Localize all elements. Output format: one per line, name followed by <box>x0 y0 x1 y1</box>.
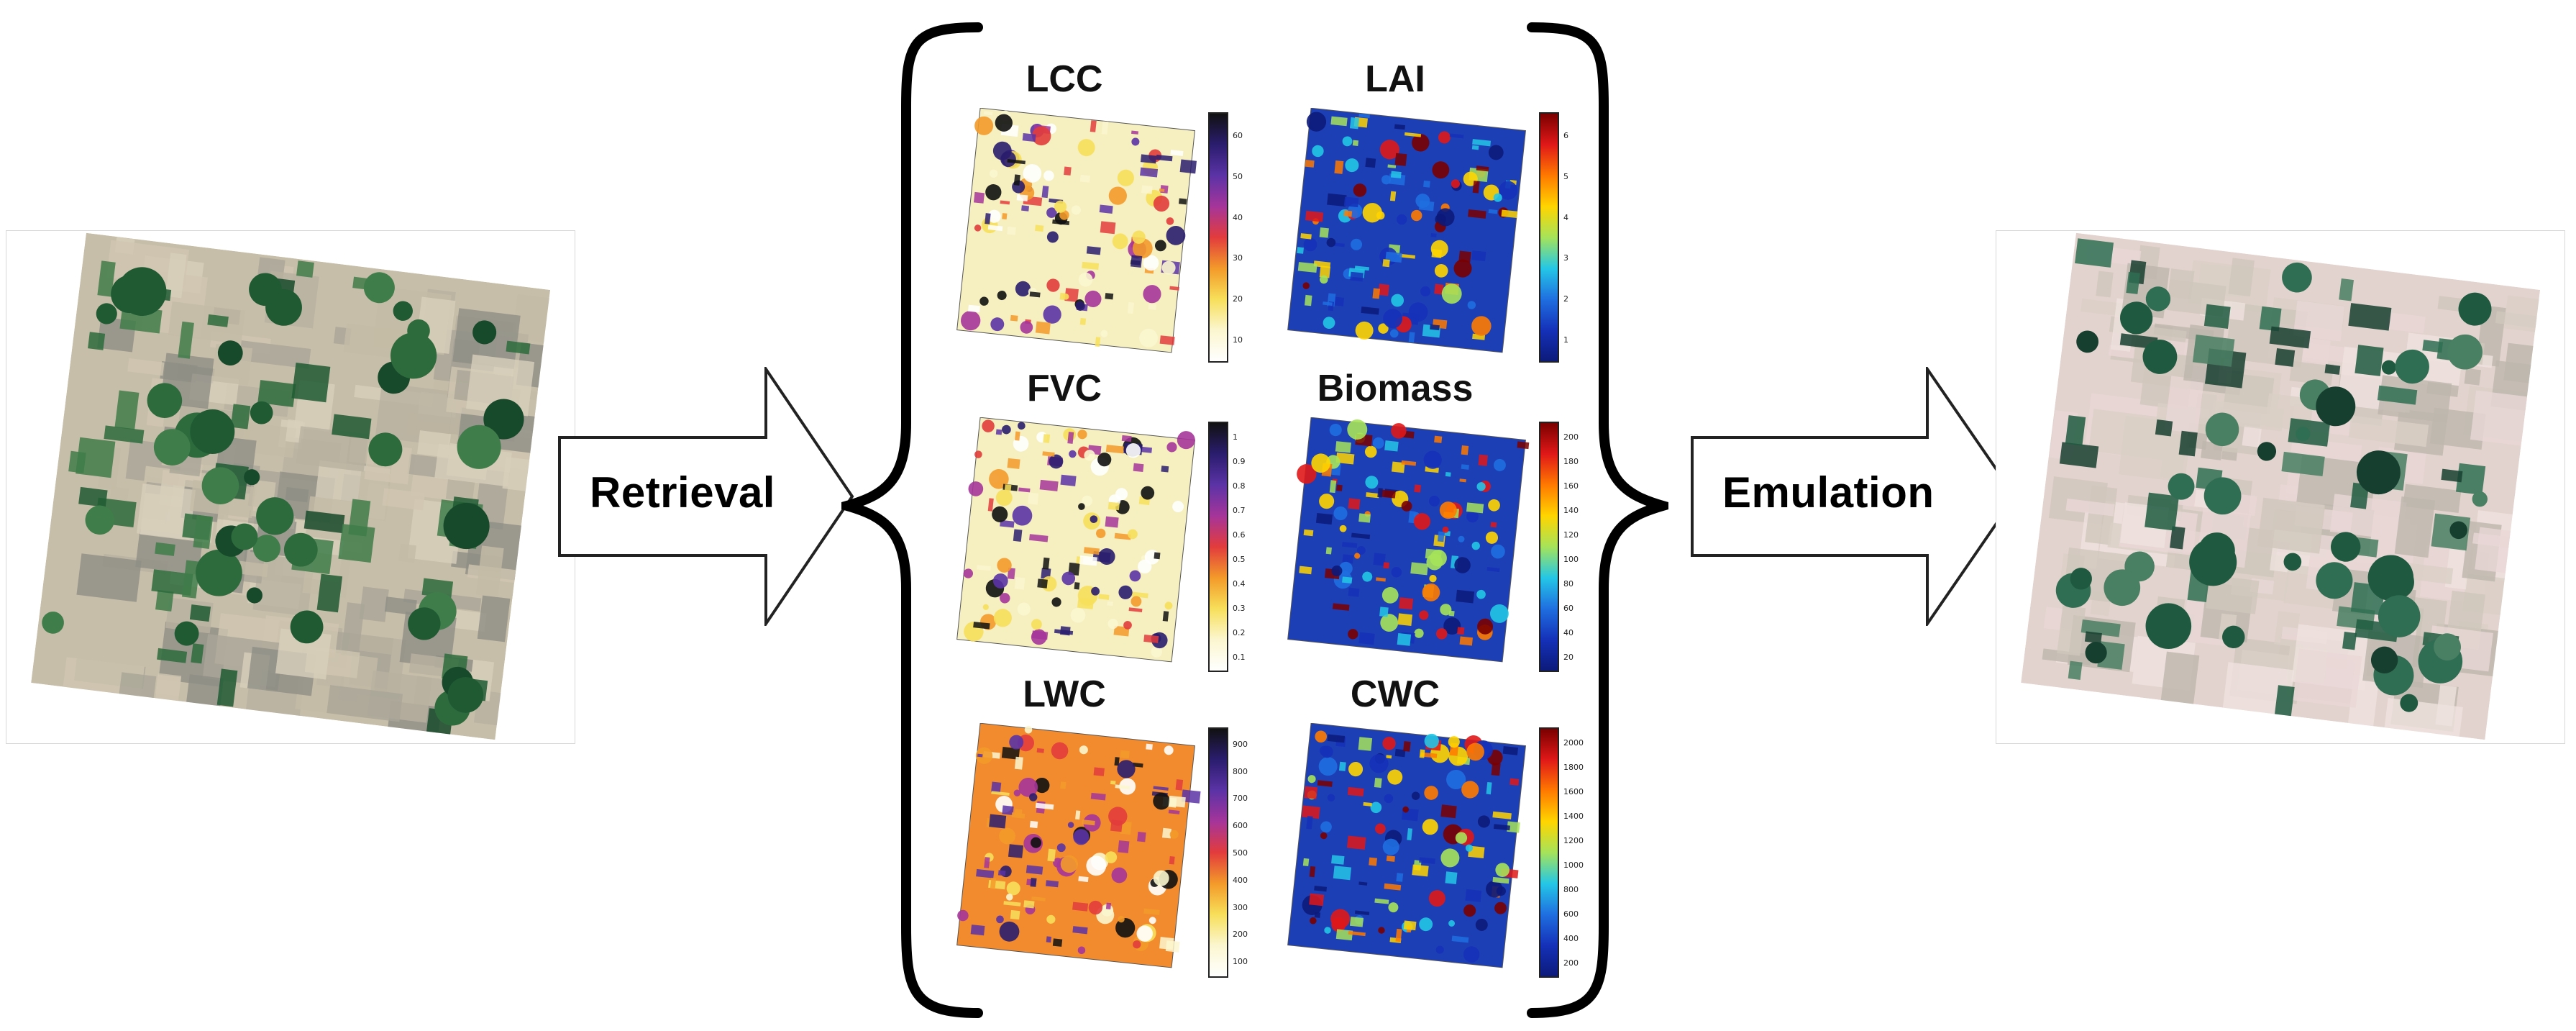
colorbar-tick-label: 600 <box>1233 821 1248 831</box>
colorbar-tick-label: 1400 <box>1563 812 1584 821</box>
colorbar-tick-label: 0.1 <box>1233 653 1246 662</box>
colorbar-tick-label: 160 <box>1563 481 1579 491</box>
colorbar-tick-label: 200 <box>1233 930 1248 940</box>
retrieval-label: Retrieval <box>590 468 775 517</box>
colorbar-tick-label: 0.4 <box>1233 579 1246 589</box>
panel-lcc: LCC 60 50 40 30 20 10 <box>935 58 1294 374</box>
colorbar-tick-label: 40 <box>1233 212 1243 222</box>
colorbar-tick-label: 20 <box>1563 653 1574 662</box>
colorbar-tick-label: 10 <box>1233 335 1243 345</box>
panel-map <box>956 417 1195 663</box>
colorbar-tick-label: 0.9 <box>1233 457 1246 466</box>
colorbar-tick-label: 1200 <box>1563 836 1584 845</box>
left-brace-icon <box>841 22 983 1018</box>
colorbar-tick-label: 0.2 <box>1233 628 1246 637</box>
colorbar <box>1539 727 1559 978</box>
panel-map <box>1287 723 1526 968</box>
colorbar-tick-label: 800 <box>1233 766 1248 776</box>
right-brace-icon <box>1527 22 1668 1018</box>
colorbar-tick-label: 800 <box>1563 885 1579 894</box>
colorbar-tick-label: 0.7 <box>1233 506 1246 515</box>
panel-title: LCC <box>1026 58 1103 100</box>
colorbar-tick-label: 700 <box>1233 794 1248 804</box>
colorbar <box>1539 112 1559 363</box>
emulation-arrow-icon <box>1691 367 2017 626</box>
panel-fvc: FVC 1 0.9 0.8 0.7 0.6 0.5 0.4 0.3 0.2 0.1 <box>935 367 1294 683</box>
colorbar-tick-label: 60 <box>1233 131 1243 141</box>
colorbar-tick-label: 40 <box>1563 628 1574 637</box>
colorbar-tick-label: 400 <box>1563 934 1579 943</box>
colorbar-tick-label: 1000 <box>1563 860 1584 870</box>
colorbar-tick-label: 50 <box>1233 172 1243 181</box>
colorbar <box>1208 727 1228 978</box>
colorbar-tick-label: 0.3 <box>1233 604 1246 613</box>
colorbar-tick-label: 5 <box>1563 172 1568 181</box>
colorbar <box>1208 112 1228 363</box>
colorbar-tick-label: 3 <box>1563 253 1568 263</box>
colorbar-tick-label: 900 <box>1233 739 1248 749</box>
colorbar-tick-label: 20 <box>1233 294 1243 304</box>
colorbar-tick-label: 6 <box>1563 131 1568 141</box>
output-satellite-image <box>1996 230 2565 744</box>
colorbar-tick-label: 100 <box>1233 957 1248 967</box>
panel-lwc: LWC 900 800 700 600 500 400 300 200 100 <box>935 673 1294 989</box>
colorbar <box>1208 422 1228 672</box>
colorbar-tick-label: 80 <box>1563 579 1574 589</box>
colorbar-tick-label: 0.6 <box>1233 530 1246 540</box>
panel-lai: LAI 6 5 4 3 2 1 <box>1266 58 1625 374</box>
panel-map <box>956 108 1197 353</box>
colorbar-tick-label: 200 <box>1563 958 1579 968</box>
colorbar-tick-label: 2000 <box>1563 738 1584 748</box>
colorbar-tick-label: 180 <box>1563 457 1579 466</box>
panel-title: LAI <box>1365 58 1425 100</box>
panel-cwc: CWC 2000 1800 1600 1400 1200 1000 800 600 400 200 <box>1266 673 1625 989</box>
panel-title: CWC <box>1350 673 1440 715</box>
colorbar-tick-label: 600 <box>1563 909 1579 919</box>
colorbar-tick-label: 1 <box>1563 335 1568 345</box>
colorbar-tick-label: 0.5 <box>1233 555 1246 564</box>
colorbar-tick-label: 2 <box>1563 294 1568 304</box>
panel-title: LWC <box>1023 673 1106 715</box>
colorbar-tick-label: 140 <box>1563 506 1579 515</box>
panel-biomass: Biomass 200 180 160 140 120 100 80 60 40 20 <box>1266 367 1625 683</box>
retrieval-arrow-icon <box>558 367 854 626</box>
panel-title: Biomass <box>1317 368 1474 409</box>
colorbar <box>1539 422 1559 672</box>
colorbar-tick-label: 120 <box>1563 530 1579 540</box>
input-satellite-image <box>6 230 575 744</box>
colorbar-tick-label: 400 <box>1233 875 1248 885</box>
panel-map <box>1287 108 1526 353</box>
colorbar-tick-label: 0.8 <box>1233 481 1246 491</box>
panel-map <box>1287 417 1530 663</box>
colorbar-tick-label: 1600 <box>1563 787 1584 796</box>
colorbar-tick-label: 300 <box>1233 902 1248 912</box>
panel-map <box>956 723 1201 968</box>
colorbar-tick-label: 4 <box>1563 212 1568 222</box>
colorbar-tick-label: 500 <box>1233 848 1248 858</box>
emulation-label: Emulation <box>1722 468 1935 517</box>
colorbar-tick-label: 1800 <box>1563 763 1584 772</box>
colorbar-tick-label: 1 <box>1233 432 1238 442</box>
colorbar-tick-label: 100 <box>1563 555 1579 564</box>
panel-title: FVC <box>1027 368 1102 409</box>
colorbar-tick-label: 60 <box>1563 604 1574 613</box>
colorbar-tick-label: 30 <box>1233 253 1243 263</box>
colorbar-tick-label: 200 <box>1563 432 1579 442</box>
